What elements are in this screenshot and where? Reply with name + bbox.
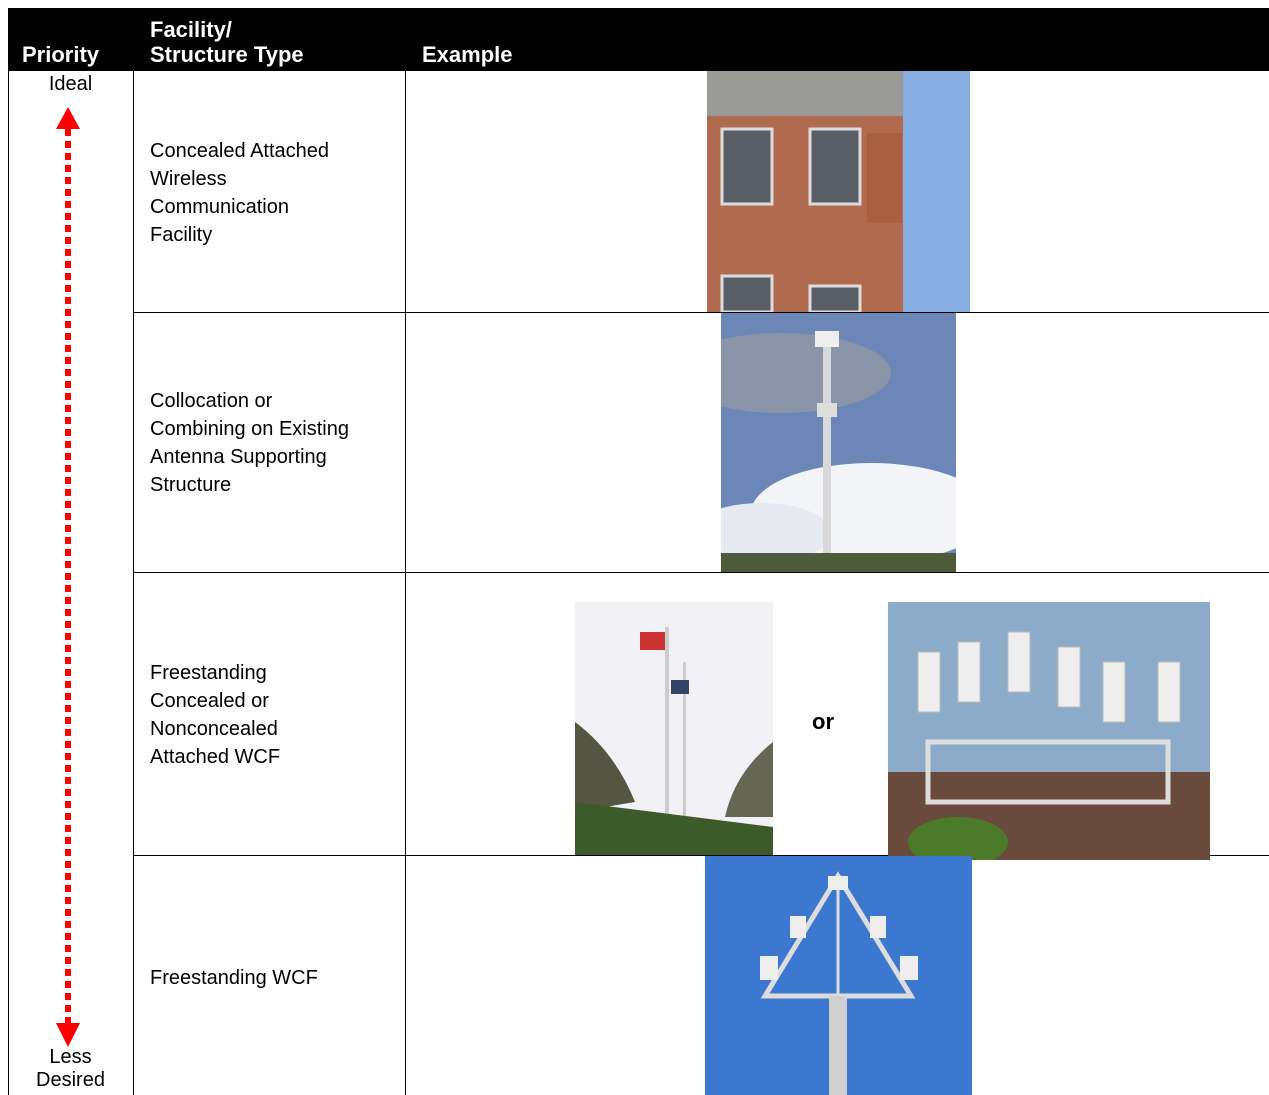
header-line: Structure Type [150, 42, 304, 67]
border [405, 71, 406, 1095]
row-border [133, 855, 1269, 856]
photo-lattice-tower [705, 856, 972, 1095]
border [8, 71, 9, 1095]
priority-bottom: Less Desired [8, 1046, 133, 1092]
priority-top: Ideal [48, 73, 93, 95]
header-priority: Priority [22, 42, 100, 67]
type-line: Freestanding WCF [150, 967, 318, 989]
row-border [133, 312, 1269, 313]
type-line: Wireless [150, 168, 227, 190]
border [133, 71, 134, 1095]
priority-line: Less [49, 1046, 92, 1068]
separator: or [812, 709, 834, 734]
header-bar [8, 8, 1269, 71]
type-cell: Freestanding WCF [150, 964, 400, 992]
priority-line: Desired [36, 1069, 105, 1091]
type-line: Communication [150, 196, 289, 218]
photo-flagpoles [575, 602, 773, 855]
photo-monopole [721, 313, 956, 572]
header-example: Example [422, 42, 513, 67]
photo-building [707, 71, 970, 312]
type-line: Concealed Attached [150, 140, 330, 162]
type-line: Concealed or [150, 690, 269, 712]
type-cell: Freestanding Concealed or Nonconcealed Atta… [150, 659, 400, 771]
type-line: Facility [150, 224, 213, 246]
header-type: Facility/ Structure Type [150, 17, 304, 67]
type-line: Collocation or [150, 390, 273, 412]
type-line: Nonconcealed [150, 718, 278, 740]
type-line: Combining on Existing [150, 418, 349, 440]
row-border [133, 572, 1269, 573]
priority-arrow [56, 107, 80, 1047]
photo-rooftop-antennas [888, 602, 1210, 860]
type-line: Antenna Supporting [150, 446, 327, 468]
type-line: Attached WCF [150, 746, 281, 768]
type-cell: Concealed Attached Wireless Communication F… [150, 137, 400, 249]
header-line: Facility/ [150, 17, 232, 42]
type-line: Freestanding [150, 662, 267, 684]
type-cell: Collocation or Combining on Existing Anten… [150, 387, 400, 499]
type-line: Structure [150, 474, 232, 496]
